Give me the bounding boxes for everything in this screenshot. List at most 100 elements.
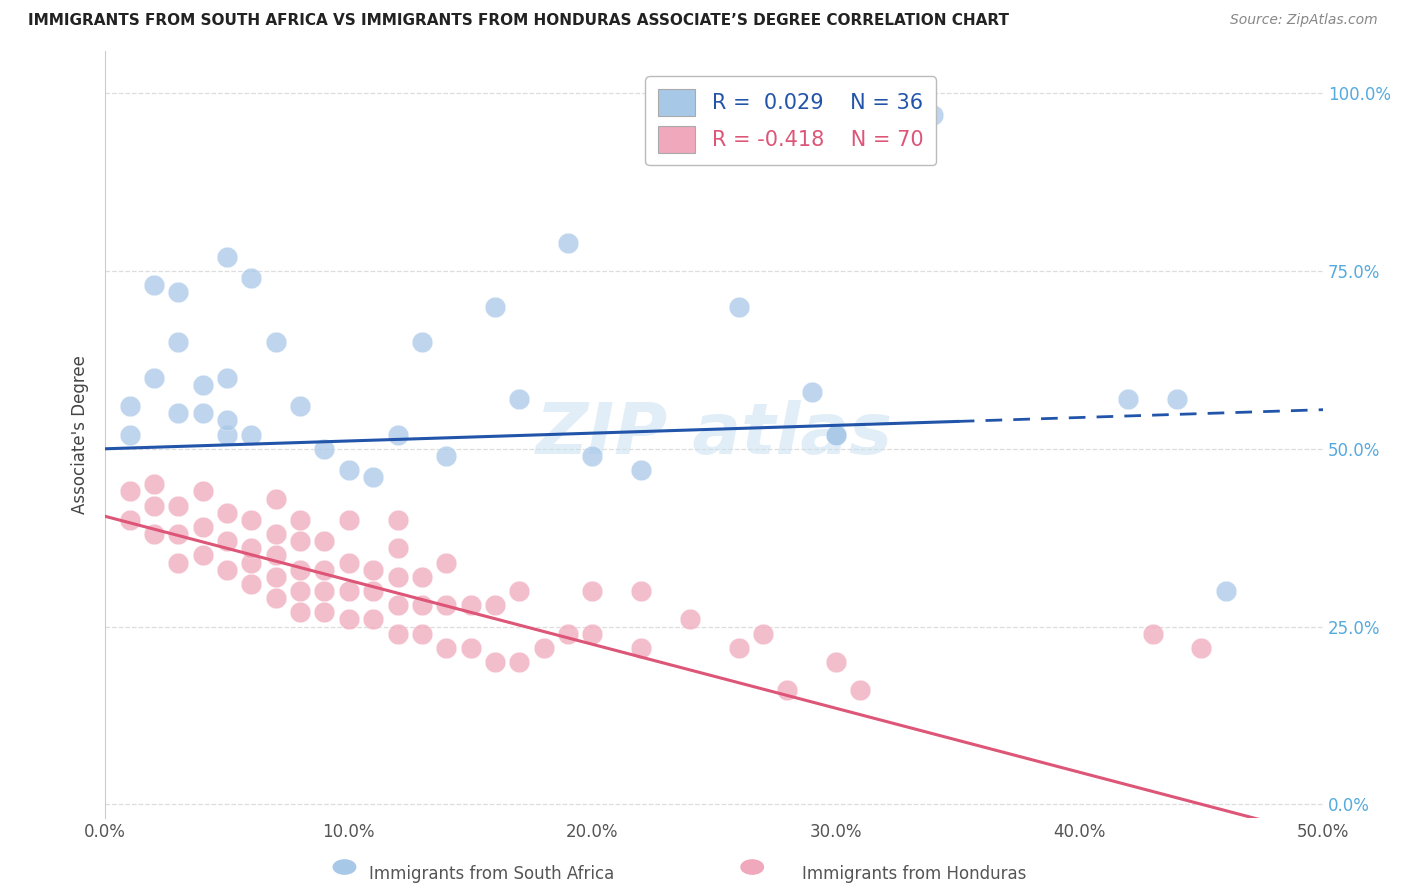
Point: [288, 605, 311, 619]
Point: [1189, 640, 1212, 655]
Point: [142, 477, 165, 491]
Point: [337, 463, 360, 477]
Point: [727, 640, 749, 655]
Point: [215, 563, 238, 577]
Point: [240, 541, 263, 556]
Point: [1166, 392, 1188, 406]
Point: [922, 108, 945, 122]
Point: [264, 491, 287, 506]
Text: Source: ZipAtlas.com: Source: ZipAtlas.com: [1230, 13, 1378, 28]
Point: [581, 584, 603, 599]
Point: [825, 427, 848, 442]
Point: [581, 449, 603, 463]
Point: [118, 427, 141, 442]
Point: [1142, 626, 1164, 640]
Point: [630, 584, 652, 599]
Point: [118, 484, 141, 499]
Point: [1215, 584, 1237, 599]
Point: [581, 626, 603, 640]
Point: [240, 427, 263, 442]
Point: [630, 640, 652, 655]
Point: [361, 470, 384, 484]
Point: [314, 584, 336, 599]
Point: [167, 406, 190, 420]
Point: [411, 626, 433, 640]
Point: [337, 556, 360, 570]
Point: [752, 626, 775, 640]
Point: [215, 506, 238, 520]
Point: [240, 556, 263, 570]
Point: [361, 612, 384, 626]
Point: [288, 584, 311, 599]
Point: [1116, 392, 1139, 406]
Point: [411, 570, 433, 584]
Point: [508, 655, 530, 669]
Point: [825, 427, 848, 442]
Y-axis label: Associate's Degree: Associate's Degree: [72, 355, 89, 514]
Point: [288, 563, 311, 577]
Point: [557, 626, 579, 640]
Point: [191, 377, 214, 392]
Point: [508, 584, 530, 599]
Point: [337, 612, 360, 626]
Point: [679, 612, 702, 626]
Point: [142, 278, 165, 293]
Point: [484, 655, 506, 669]
Point: [825, 655, 848, 669]
Point: [361, 563, 384, 577]
Point: [434, 640, 457, 655]
Point: [142, 499, 165, 513]
Point: [167, 527, 190, 541]
Point: [191, 520, 214, 534]
Text: IMMIGRANTS FROM SOUTH AFRICA VS IMMIGRANTS FROM HONDURAS ASSOCIATE’S DEGREE CORR: IMMIGRANTS FROM SOUTH AFRICA VS IMMIGRAN…: [28, 13, 1010, 29]
Point: [800, 384, 823, 399]
Point: [167, 556, 190, 570]
Point: [240, 577, 263, 591]
Point: [314, 442, 336, 456]
Point: [727, 300, 749, 314]
Point: [215, 370, 238, 384]
Point: [264, 335, 287, 350]
Text: ZIP atlas: ZIP atlas: [536, 401, 893, 469]
Point: [191, 484, 214, 499]
Point: [387, 513, 409, 527]
Point: [288, 534, 311, 549]
Point: [484, 300, 506, 314]
Point: [411, 598, 433, 612]
Point: [460, 598, 482, 612]
Point: [288, 399, 311, 413]
Point: [387, 541, 409, 556]
Text: Immigrants from South Africa: Immigrants from South Africa: [370, 865, 614, 883]
Point: [264, 527, 287, 541]
Legend: R =  0.029    N = 36, R = -0.418    N = 70: R = 0.029 N = 36, R = -0.418 N = 70: [645, 77, 936, 165]
Text: Immigrants from Honduras: Immigrants from Honduras: [801, 865, 1026, 883]
Point: [167, 499, 190, 513]
Point: [264, 591, 287, 605]
Point: [240, 513, 263, 527]
Point: [240, 271, 263, 285]
Point: [118, 399, 141, 413]
Point: [484, 598, 506, 612]
Point: [264, 570, 287, 584]
Point: [387, 598, 409, 612]
Point: [849, 683, 872, 698]
Point: [387, 570, 409, 584]
Point: [215, 250, 238, 264]
Point: [215, 427, 238, 442]
Point: [387, 626, 409, 640]
Point: [288, 513, 311, 527]
Point: [361, 584, 384, 599]
Point: [314, 605, 336, 619]
Point: [411, 335, 433, 350]
Point: [215, 413, 238, 427]
Point: [167, 285, 190, 300]
Point: [434, 556, 457, 570]
Point: [460, 640, 482, 655]
Point: [508, 392, 530, 406]
Point: [118, 513, 141, 527]
Point: [337, 584, 360, 599]
Point: [142, 527, 165, 541]
Point: [434, 598, 457, 612]
Point: [142, 370, 165, 384]
Point: [434, 449, 457, 463]
